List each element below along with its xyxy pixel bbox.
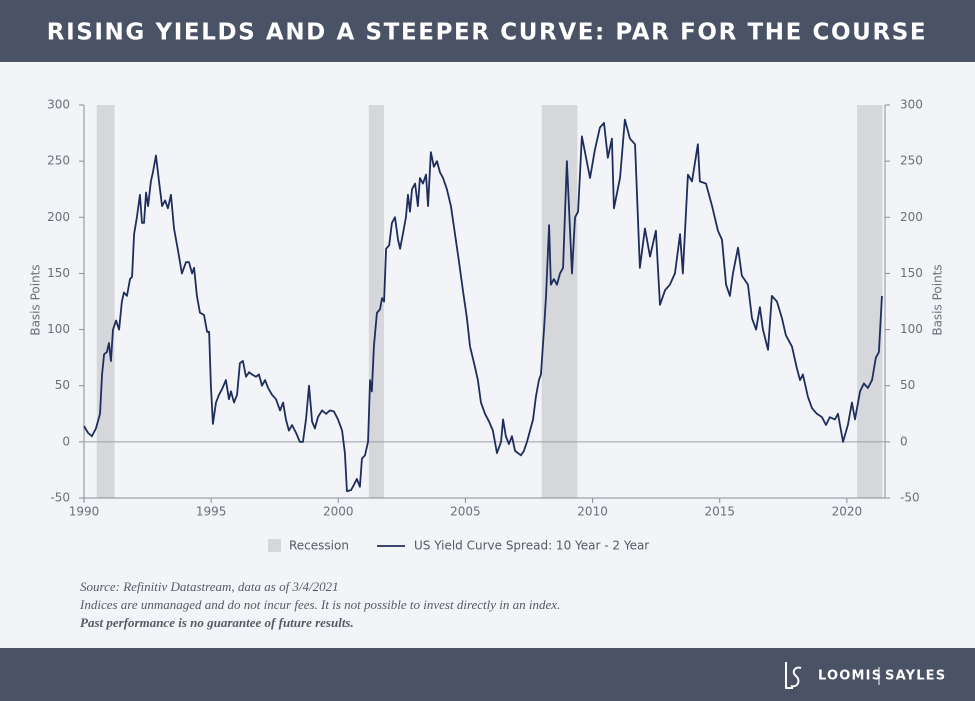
legend-label: Recession: [289, 539, 349, 553]
source-note: Source: Refinitiv Datastream, data as of…: [80, 579, 339, 594]
y-tick-label: 250: [47, 154, 70, 168]
legend-label: US Yield Curve Spread: 10 Year - 2 Year: [414, 539, 649, 553]
chart-title: RISING YIELDS AND A STEEPER CURVE: PAR F…: [47, 20, 927, 46]
legend-swatch: [268, 539, 281, 552]
y2-tick-label: 250: [900, 154, 923, 168]
y2-tick-label: 0: [900, 434, 908, 448]
logo-text: SAYLES: [885, 669, 946, 684]
y-tick-label: -50: [50, 491, 70, 505]
x-tick-label: 2000: [323, 505, 354, 519]
logo-mark: [785, 662, 793, 689]
recession-band: [368, 105, 385, 498]
x-tick-label: 2020: [832, 505, 863, 519]
y2-tick-label: 150: [900, 266, 923, 280]
y2-tick-label: 100: [900, 322, 923, 336]
logo: [785, 662, 802, 689]
x-tick-label: 1995: [196, 505, 227, 519]
x-tick-label: 2005: [450, 505, 481, 519]
series-line: [83, 118, 883, 493]
y2-axis-title: Basis Points: [931, 264, 945, 335]
legend: Recession US Yield Curve Spread: 10 Year…: [268, 539, 649, 553]
x-tick-label: 2010: [577, 505, 608, 519]
logo-text: LOOMIS: [818, 669, 882, 684]
recession-band: [96, 105, 115, 498]
disclaimer: Past performance is no guarantee of futu…: [80, 615, 354, 630]
plot-area: -50 0 50 100 150 200 250 300 -50 0 50 100 150 200 250 3…: [47, 98, 923, 519]
y2-tick-label: -50: [900, 491, 920, 505]
y-tick-label: 200: [47, 210, 70, 224]
header-bar: [0, 0, 975, 62]
y-tick-label: 100: [47, 322, 70, 336]
disclosure-note: Indices are unmanaged and do not incur f…: [79, 597, 560, 612]
y-tick-label: 0: [62, 434, 70, 448]
recession-band: [857, 105, 883, 498]
y2-tick-label: 300: [900, 98, 923, 112]
y2-tick-label: 50: [900, 378, 915, 392]
recession-band: [541, 105, 578, 498]
y-tick-label: 150: [47, 266, 70, 280]
y-tick-label: 50: [55, 378, 70, 392]
y2-tick-label: 200: [900, 210, 923, 224]
logo-mark: [790, 666, 802, 688]
y-tick-label: 300: [47, 98, 70, 112]
footer-bar: [0, 648, 975, 701]
x-tick-label: 1990: [69, 505, 100, 519]
y-axis-title: Basis Points: [29, 264, 43, 335]
x-tick-label: 2015: [704, 505, 735, 519]
